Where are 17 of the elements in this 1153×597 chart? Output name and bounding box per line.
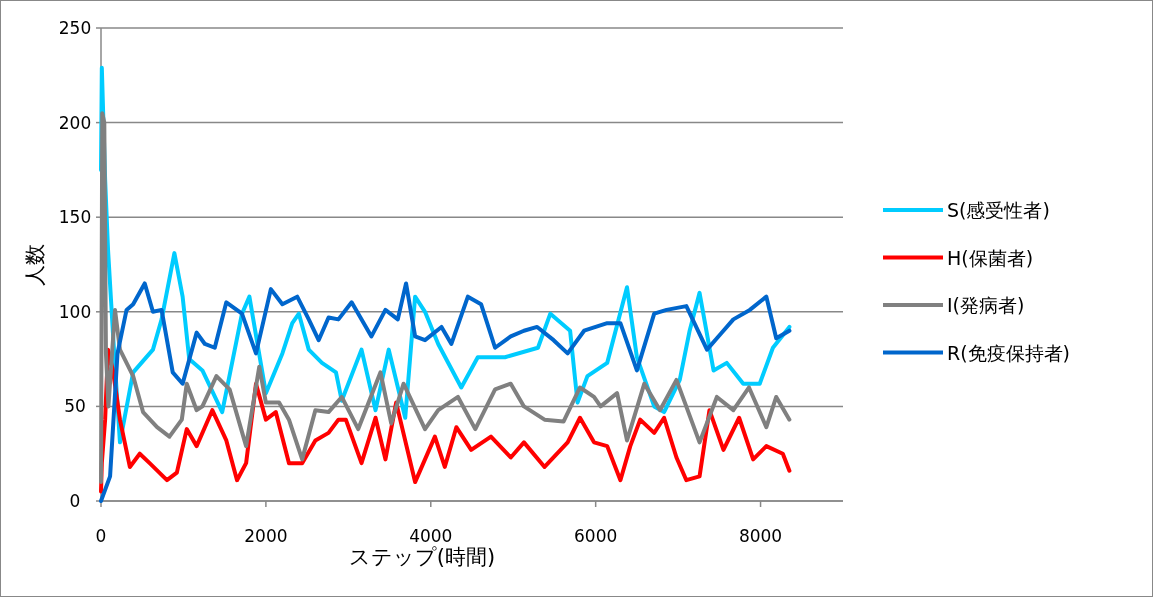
y-axis-title: 人数 [23, 243, 47, 286]
y-tick-label: 50 [64, 396, 86, 417]
y-tick-label: 100 [58, 301, 92, 322]
y-tick-label: 200 [58, 112, 92, 133]
x-axis-title: ステップ(時間) [348, 545, 496, 569]
x-tick-label: 0 [95, 526, 107, 546]
legend-label: I(発病者) [947, 294, 1025, 316]
legend-label: S(感受性者) [947, 199, 1050, 221]
legend-label: H(保菌者) [947, 246, 1034, 269]
x-tick-label: 4000 [409, 526, 453, 546]
y-tick-label: 150 [58, 207, 92, 228]
legend-label: R(免疫保持者) [947, 341, 1071, 364]
y-tick-label: 250 [58, 18, 92, 38]
x-tick-label: 6000 [574, 526, 618, 546]
x-tick-label: 2000 [244, 526, 288, 546]
x-tick-label: 8000 [738, 526, 783, 546]
y-tick-label: 0 [69, 491, 81, 511]
